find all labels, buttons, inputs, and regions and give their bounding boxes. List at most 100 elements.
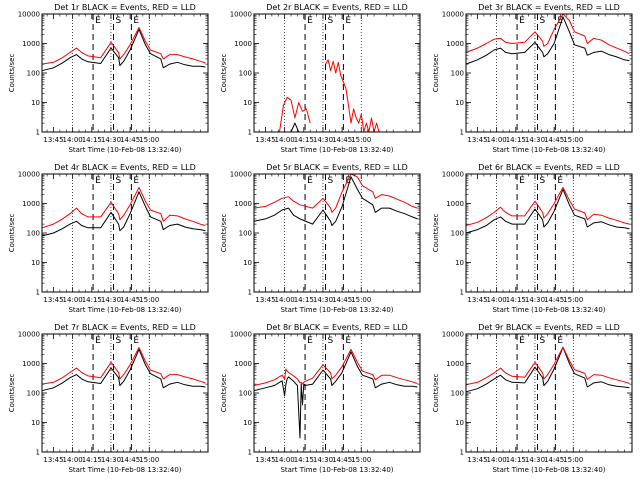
series-events-line: [41, 28, 206, 72]
series-lld-line: [465, 346, 630, 386]
x-tick-label: 14:30: [525, 296, 545, 304]
flag-label: S: [116, 16, 122, 26]
y-tick-label: 1000: [22, 200, 40, 208]
panel-title: Det 3r BLACK = Events, RED = LLD: [478, 3, 620, 12]
flag-label: S: [116, 176, 122, 186]
panel-det-7: Det 7r BLACK = Events, RED = LLD E S E 1 10 10…: [8, 323, 209, 474]
y-axis-label: Counts/sec: [8, 54, 16, 93]
flag-label: S: [328, 336, 334, 346]
y-tick-label: 1: [248, 289, 252, 297]
y-tick-label: 100: [451, 70, 464, 78]
y-tick-label: 1: [460, 289, 464, 297]
x-tick-label: 15:00: [139, 456, 159, 464]
y-axis-label: Counts/sec: [220, 374, 228, 413]
x-tick-label: 14:15: [82, 456, 102, 464]
y-axis-label: Counts/sec: [8, 214, 16, 253]
series-lld-line: [41, 26, 206, 65]
flag-label: E: [95, 336, 101, 346]
x-tick-label: 14:00: [487, 296, 507, 304]
y-tick-label: 10000: [230, 11, 252, 19]
y-axis-label: Counts/sec: [8, 374, 16, 413]
x-tick-label: 14:45: [544, 296, 564, 304]
y-tick-label: 10000: [230, 171, 252, 179]
panel-det-5: Det 5r BLACK = Events, RED = LLD E S E 1 10 10…: [220, 163, 421, 314]
x-tick-label: 14:45: [120, 136, 140, 144]
x-tick-label: 13:45: [255, 456, 275, 464]
flag-label: E: [307, 336, 313, 346]
y-tick-label: 1000: [22, 40, 40, 48]
x-tick-label: 14:15: [506, 456, 526, 464]
y-tick-label: 100: [27, 230, 40, 238]
y-tick-label: 100: [451, 230, 464, 238]
y-tick-label: 1000: [446, 40, 464, 48]
y-tick-label: 10: [243, 419, 252, 427]
x-tick-label: 14:45: [544, 456, 564, 464]
panel-title: Det 6r BLACK = Events, RED = LLD: [478, 163, 620, 172]
x-tick-label: 15:00: [351, 136, 371, 144]
x-tick-label: 14:30: [313, 456, 333, 464]
flag-label: E: [133, 176, 139, 186]
x-tick-label: 14:15: [294, 456, 314, 464]
x-tick-label: 14:00: [63, 136, 83, 144]
plot-frame: [41, 13, 209, 133]
y-tick-label: 10: [243, 259, 252, 267]
series-lld-line: [41, 346, 206, 385]
panel-title: Det 9r BLACK = Events, RED = LLD: [478, 323, 620, 332]
plot-frame: [465, 13, 633, 133]
x-axis-label: Start Time (10-Feb-08 13:32:40): [492, 146, 605, 154]
flag-label: S: [328, 16, 334, 26]
panel-title: Det 4r BLACK = Events, RED = LLD: [54, 163, 196, 172]
x-tick-label: 14:00: [63, 296, 83, 304]
x-tick-label: 14:15: [82, 296, 102, 304]
y-axis-label: Counts/sec: [432, 214, 440, 253]
y-tick-label: 10000: [442, 11, 464, 19]
plot-frame: [253, 173, 421, 293]
y-tick-label: 10: [31, 99, 40, 107]
y-tick-label: 1: [36, 449, 40, 457]
series-lld-line: [465, 186, 630, 226]
panel-title: Det 5r BLACK = Events, RED = LLD: [266, 163, 408, 172]
flag-label: E: [519, 16, 525, 26]
x-tick-label: 14:30: [313, 296, 333, 304]
x-tick-label: 13:45: [43, 136, 63, 144]
x-tick-label: 14:00: [487, 456, 507, 464]
flag-label: E: [133, 16, 139, 26]
y-tick-label: 10000: [18, 171, 40, 179]
x-tick-label: 14:30: [101, 456, 121, 464]
x-tick-label: 14:00: [487, 136, 507, 144]
y-axis-label: Counts/sec: [432, 374, 440, 413]
series-lld-line: [279, 59, 380, 133]
x-tick-label: 15:00: [139, 296, 159, 304]
y-tick-label: 10: [243, 99, 252, 107]
series-events-line: [253, 351, 418, 439]
panel-det-8: Det 8r BLACK = Events, RED = LLD E S E 1 10 10…: [220, 323, 421, 474]
x-tick-label: 14:30: [525, 136, 545, 144]
flag-label: E: [557, 336, 563, 346]
flag-label: E: [307, 16, 313, 26]
series-events-line: [253, 176, 418, 226]
x-tick-label: 14:15: [506, 296, 526, 304]
y-tick-label: 1000: [234, 200, 252, 208]
flag-label: E: [95, 176, 101, 186]
x-tick-label: 14:15: [506, 136, 526, 144]
x-tick-label: 14:15: [82, 136, 102, 144]
y-tick-label: 100: [239, 390, 252, 398]
x-tick-label: 15:00: [351, 456, 371, 464]
flag-label: E: [307, 176, 313, 186]
plot-frame: [41, 333, 209, 453]
x-tick-label: 13:45: [467, 296, 487, 304]
y-tick-label: 10: [31, 259, 40, 267]
series-lld-line: [465, 13, 630, 55]
panel-title: Det 1r BLACK = Events, RED = LLD: [54, 3, 196, 12]
x-tick-label: 14:00: [275, 136, 295, 144]
x-tick-label: 15:00: [139, 136, 159, 144]
plot-frame: [253, 333, 421, 453]
x-tick-label: 14:15: [294, 296, 314, 304]
y-axis-label: Counts/sec: [432, 54, 440, 93]
y-tick-label: 1: [460, 129, 464, 137]
x-axis-label: Start Time (10-Feb-08 13:32:40): [280, 146, 393, 154]
panel-title: Det 8r BLACK = Events, RED = LLD: [266, 323, 408, 332]
flag-label: S: [116, 336, 122, 346]
x-tick-label: 13:45: [43, 456, 63, 464]
